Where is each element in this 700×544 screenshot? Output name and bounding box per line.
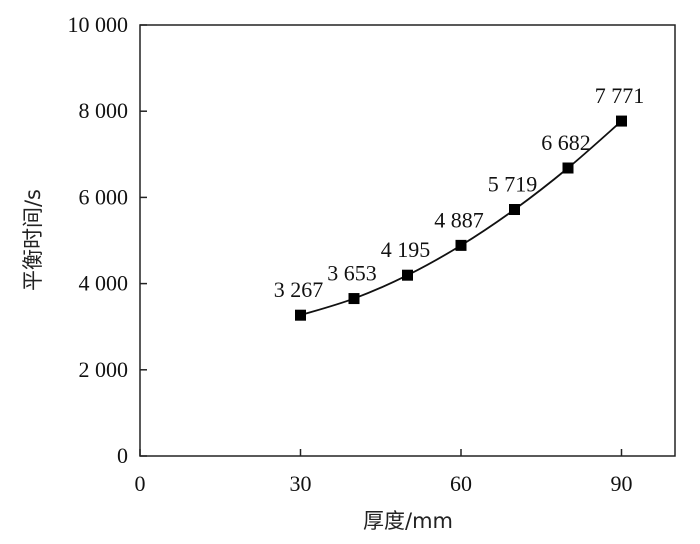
y-tick-label: 2 000: [79, 357, 129, 382]
plot-frame: [139, 24, 676, 457]
y-tick-label: 10 000: [68, 12, 129, 37]
y-tick-label: 6 000: [79, 184, 129, 209]
data-label: 5 719: [488, 172, 538, 197]
data-label: 6 682: [541, 130, 591, 155]
y-tick-label: 0: [117, 443, 128, 468]
data-point-marker: [509, 204, 520, 216]
data-label: 4 195: [381, 237, 431, 262]
data-point-marker: [348, 293, 360, 305]
data-point-marker: [455, 239, 467, 251]
x-axis-title: 厚度/mm: [363, 509, 453, 533]
data-label: 4 887: [434, 207, 484, 232]
y-axis-title: 平衡时间/s: [21, 189, 45, 291]
x-tick-label: 90: [611, 471, 633, 496]
data-point-marker: [616, 115, 627, 127]
data-point-marker: [562, 162, 574, 174]
y-tick-label: 4 000: [79, 271, 129, 296]
data-label: 7 771: [595, 83, 645, 108]
x-tick-label: 30: [290, 471, 312, 496]
x-tick-label: 0: [135, 471, 146, 496]
data-label: 3 653: [327, 261, 377, 286]
y-tick-label: 8 000: [79, 98, 129, 123]
data-point-marker: [402, 269, 413, 281]
data-point-marker: [295, 309, 306, 321]
x-tick-label: 60: [450, 471, 472, 496]
data-label: 3 267: [274, 277, 324, 302]
